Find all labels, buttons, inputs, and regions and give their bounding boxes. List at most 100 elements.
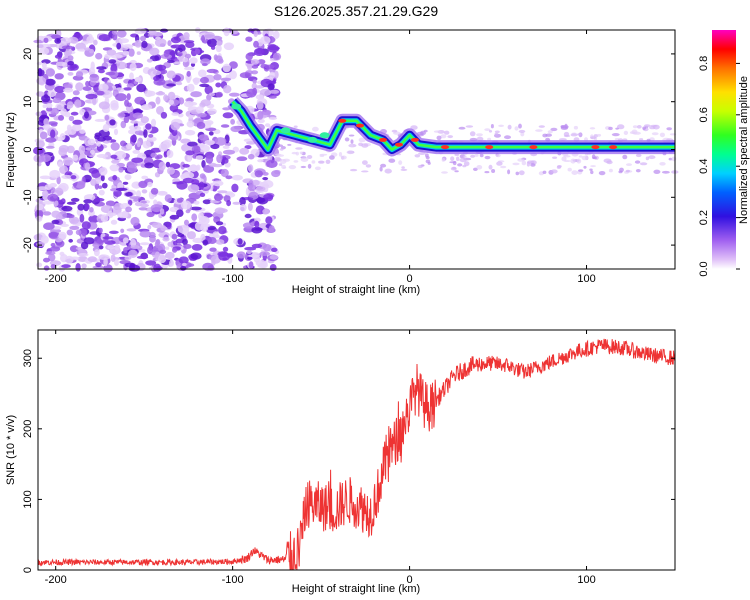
noise-speck (338, 152, 343, 157)
colorbar-tick-label: 0.6 (698, 107, 710, 122)
noise-speck (191, 244, 203, 251)
snr-frame (37, 329, 676, 571)
noise-speck (530, 163, 536, 167)
noise-speck (50, 123, 58, 127)
noise-speck (254, 85, 265, 89)
noise-speck (53, 116, 60, 121)
noise-speck (398, 160, 403, 165)
noise-speck (498, 124, 504, 128)
noise-speck (187, 184, 200, 193)
noise-speck (441, 171, 448, 174)
noise-speck (66, 229, 74, 236)
noise-speck (279, 148, 284, 151)
noise-speck (151, 222, 163, 229)
noise-speck (63, 87, 74, 93)
noise-speck (184, 129, 196, 136)
noise-speck (81, 221, 91, 230)
noise-speck (229, 70, 237, 80)
noise-speck (42, 104, 47, 108)
noise-speck (515, 171, 520, 176)
noise-speck (476, 136, 484, 141)
noise-speck (380, 163, 387, 168)
noise-speck (223, 27, 230, 37)
noise-speck (268, 95, 277, 99)
noise-speck (268, 116, 278, 120)
noise-speck (84, 111, 89, 119)
noise-speck (183, 244, 192, 249)
noise-speck (170, 36, 181, 44)
noise-speck (245, 36, 253, 42)
noise-speck (245, 53, 253, 61)
noise-speck (70, 175, 77, 180)
noise-speck (295, 151, 299, 156)
noise-speck (67, 55, 74, 61)
noise-speck (267, 83, 275, 91)
noise-speck (116, 61, 128, 70)
noise-speck (319, 153, 328, 156)
noise-speck (251, 179, 260, 186)
noise-speck (66, 145, 75, 154)
noise-speck (433, 130, 442, 133)
noise-speck (90, 178, 97, 186)
noise-speck (85, 80, 90, 87)
noise-speck (222, 145, 230, 149)
noise-speck (454, 170, 459, 173)
noise-speck (170, 44, 183, 49)
noise-speck (89, 73, 100, 82)
noise-speck (98, 254, 110, 260)
noise-speck (147, 90, 156, 97)
noise-speck (623, 130, 629, 135)
noise-speck (45, 102, 53, 109)
noise-speck (83, 199, 93, 204)
noise-speck (186, 120, 195, 128)
noise-speck (207, 237, 217, 244)
noise-speck (59, 37, 72, 44)
noise-speck (42, 200, 54, 205)
noise-speck (571, 170, 578, 176)
noise-speck (65, 255, 74, 264)
noise-speck (129, 196, 141, 200)
noise-speck (123, 116, 130, 124)
noise-speck (262, 180, 274, 189)
noise-speck (122, 237, 129, 244)
noise-speck (659, 162, 666, 166)
noise-speck (178, 97, 185, 105)
noise-speck (69, 225, 80, 230)
noise-speck (257, 159, 264, 163)
ridge-hotspot (231, 103, 242, 110)
noise-speck (85, 147, 92, 151)
noise-speck (144, 162, 154, 169)
noise-speck (261, 109, 272, 116)
noise-speck (107, 210, 114, 218)
noise-speck (60, 108, 67, 117)
noise-speck (417, 164, 423, 169)
noise-speck (76, 184, 84, 189)
noise-speck (196, 164, 201, 171)
noise-speck (154, 64, 167, 71)
noise-speck (560, 125, 565, 129)
noise-speck (232, 201, 241, 205)
noise-speck (109, 164, 120, 172)
noise-speck (253, 30, 258, 37)
noise-speck (213, 74, 222, 81)
noise-speck (54, 38, 62, 44)
noise-speck (95, 262, 102, 268)
noise-speck (198, 134, 209, 141)
noise-speck (61, 45, 74, 50)
noise-speck (239, 147, 250, 155)
noise-speck (279, 159, 287, 164)
noise-speck (350, 168, 358, 172)
noise-speck (141, 104, 153, 110)
noise-speck (177, 52, 183, 57)
noise-speck (118, 167, 124, 173)
noise-speck (622, 154, 628, 160)
noise-speck (86, 35, 95, 44)
noise-speck (295, 147, 303, 150)
noise-speck (67, 72, 74, 76)
noise-speck (75, 42, 87, 51)
noise-speck (456, 156, 460, 162)
ridge-hotspot (485, 145, 494, 150)
noise-speck (561, 156, 567, 162)
noise-speck (581, 155, 588, 161)
noise-speck (225, 175, 233, 180)
